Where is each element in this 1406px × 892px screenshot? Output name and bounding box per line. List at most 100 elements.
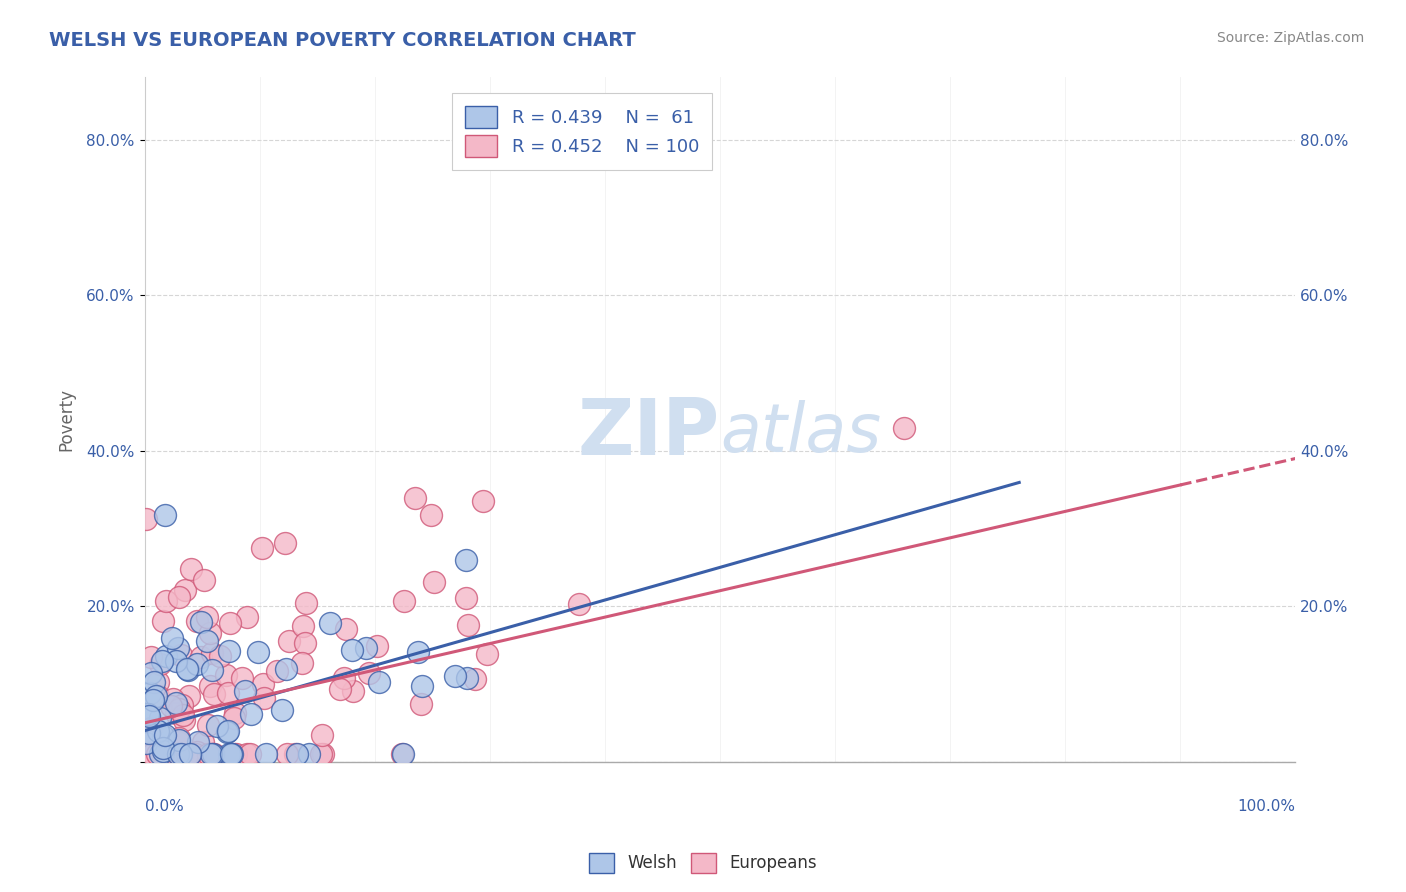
Y-axis label: Poverty: Poverty — [58, 388, 75, 451]
Point — [215, 667, 238, 681]
Point — [217, 686, 239, 700]
Legend: Welsh, Europeans: Welsh, Europeans — [582, 847, 824, 880]
Point — [409, 697, 432, 711]
Point — [252, 677, 274, 691]
Point — [252, 690, 274, 705]
Point — [152, 615, 174, 629]
Point — [186, 657, 208, 671]
Point — [202, 747, 225, 761]
Point — [167, 640, 190, 655]
Point — [456, 671, 478, 685]
Point — [368, 675, 391, 690]
Point — [218, 747, 240, 761]
Point — [276, 747, 298, 761]
Point — [195, 609, 218, 624]
Point — [274, 536, 297, 550]
Point — [475, 647, 498, 661]
Point — [141, 747, 163, 761]
Point — [201, 663, 224, 677]
Point — [179, 747, 201, 761]
Point — [340, 643, 363, 657]
Point — [329, 681, 352, 696]
Point — [311, 728, 333, 742]
Point — [217, 725, 239, 739]
Point — [141, 747, 163, 761]
Point — [219, 616, 242, 631]
Point — [201, 747, 224, 761]
Point — [200, 747, 222, 761]
Point — [225, 747, 247, 761]
Point — [153, 728, 176, 742]
Point — [186, 614, 208, 628]
Point — [142, 693, 165, 707]
Point — [139, 650, 162, 665]
Point — [186, 745, 208, 759]
Point — [291, 656, 314, 670]
Point — [176, 747, 198, 761]
Point — [190, 649, 212, 664]
Point — [224, 710, 246, 724]
Point — [354, 641, 377, 656]
Point — [139, 686, 162, 700]
Point — [176, 747, 198, 761]
Point — [149, 657, 172, 672]
Point — [139, 735, 162, 749]
Point — [285, 747, 308, 761]
Point — [239, 706, 262, 721]
Point — [332, 671, 354, 685]
Point — [568, 597, 591, 611]
Point — [294, 596, 316, 610]
Point — [233, 684, 256, 698]
Point — [177, 663, 200, 677]
Point — [136, 706, 159, 721]
Point — [309, 747, 332, 761]
Point — [209, 649, 232, 664]
Text: WELSH VS EUROPEAN POVERTY CORRELATION CHART: WELSH VS EUROPEAN POVERTY CORRELATION CH… — [49, 31, 636, 50]
Point — [150, 747, 173, 761]
Point — [423, 575, 446, 590]
Point — [138, 747, 160, 761]
Point — [217, 724, 239, 739]
Text: ZIP: ZIP — [578, 395, 720, 471]
Point — [141, 721, 163, 735]
Point — [197, 718, 219, 732]
Point — [150, 747, 173, 761]
Point — [170, 747, 193, 761]
Point — [167, 735, 190, 749]
Point — [198, 679, 221, 693]
Point — [454, 591, 477, 605]
Point — [202, 747, 225, 761]
Text: 0.0%: 0.0% — [145, 799, 183, 814]
Point — [135, 736, 157, 750]
Point — [231, 671, 253, 685]
Point — [150, 654, 173, 668]
Point — [180, 562, 202, 576]
Point — [250, 541, 273, 555]
Point — [193, 734, 215, 748]
Point — [284, 747, 307, 761]
Point — [167, 733, 190, 747]
Point — [169, 590, 191, 604]
Point — [246, 644, 269, 658]
Point — [139, 724, 162, 739]
Point — [149, 747, 172, 761]
Point — [143, 747, 166, 761]
Point — [172, 747, 194, 761]
Point — [145, 747, 167, 761]
Text: Source: ZipAtlas.com: Source: ZipAtlas.com — [1216, 31, 1364, 45]
Point — [444, 669, 467, 683]
Text: atlas: atlas — [720, 401, 882, 467]
Point — [207, 719, 229, 733]
Point — [197, 633, 219, 648]
Point — [294, 635, 316, 649]
Point — [143, 674, 166, 689]
Point — [224, 706, 246, 720]
Point — [236, 747, 259, 761]
Point — [146, 675, 169, 690]
Point — [160, 631, 183, 645]
Point — [420, 508, 443, 523]
Point — [176, 662, 198, 676]
Point — [139, 665, 162, 680]
Point — [167, 702, 190, 716]
Point — [173, 713, 195, 727]
